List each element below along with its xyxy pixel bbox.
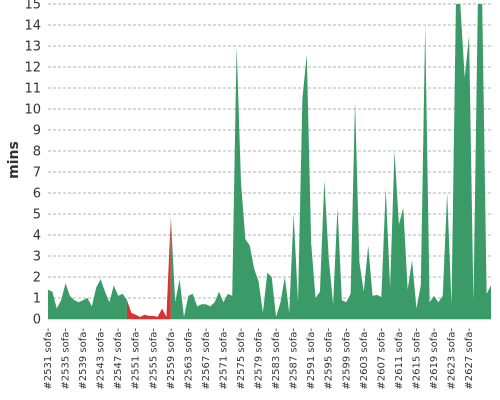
failed-build-area <box>126 216 171 319</box>
y-tick-label: 15 <box>24 0 41 13</box>
successful-build-area <box>48 279 127 319</box>
x-tick-label: #2599 sofa- <box>341 328 352 390</box>
y-tick-label: 3 <box>33 250 41 265</box>
y-tick-label: 12 <box>24 61 41 76</box>
x-tick-label: #2571 sofa- <box>218 328 229 390</box>
x-tick-label: #2579 sofa- <box>254 328 265 390</box>
y-tick-label: 11 <box>24 82 41 97</box>
x-tick-label: #2539 sofa- <box>78 328 89 390</box>
y-tick-label: 8 <box>33 145 41 160</box>
x-tick-label: #2591 sofa- <box>306 328 317 390</box>
x-tick-label: #2595 sofa- <box>324 328 335 390</box>
y-tick-label: 0 <box>33 313 41 328</box>
x-tick-label: #2563 sofa- <box>183 328 194 390</box>
x-tick-label: #2615 sofa- <box>411 328 422 390</box>
x-tick-label: #2547 sofa- <box>113 328 124 390</box>
y-tick-label: 13 <box>24 40 41 55</box>
y-tick-label: 9 <box>33 124 41 139</box>
x-tick-label: #2531 sofa- <box>43 328 54 390</box>
y-tick-label: 4 <box>33 229 41 244</box>
y-tick-label: 10 <box>24 103 41 118</box>
x-tick-label: #2551 sofa- <box>131 328 142 390</box>
x-tick-label: #2607 sofa- <box>376 328 387 390</box>
build-time-area <box>48 4 491 319</box>
y-tick-label: 5 <box>33 208 41 223</box>
x-tick-label: #2575 sofa- <box>236 328 247 390</box>
x-tick-label: #2535 sofa- <box>61 328 72 390</box>
x-tick-label: #2623 sofa- <box>447 328 458 390</box>
x-tick-label: #2627 sofa- <box>464 328 475 390</box>
y-tick-label: 7 <box>33 166 41 181</box>
x-tick-label: #2611 sofa- <box>394 328 405 390</box>
y-tick-label: 2 <box>33 271 41 286</box>
x-tick-label: #2555 sofa- <box>148 328 159 390</box>
x-tick-label: #2583 sofa- <box>271 328 282 390</box>
x-tick-label: #2603 sofa- <box>359 328 370 390</box>
y-tick-label: 1 <box>33 292 41 307</box>
y-tick-label: 14 <box>24 19 41 34</box>
x-tick-label: #2567 sofa- <box>201 328 212 390</box>
x-tick-label: #2619 sofa- <box>429 328 440 390</box>
x-axis-ticks: #2531 sofa- #2535 sofa- #2539 sofa- #2543 s… <box>43 328 475 390</box>
x-tick-label: #2543 sofa- <box>96 328 107 390</box>
y-tick-label: 6 <box>33 187 41 202</box>
x-tick-label: #2559 sofa- <box>166 328 177 390</box>
y-axis-label: mins <box>6 141 22 179</box>
successful-build-area <box>170 4 491 319</box>
x-tick-label: #2587 sofa- <box>289 328 300 390</box>
